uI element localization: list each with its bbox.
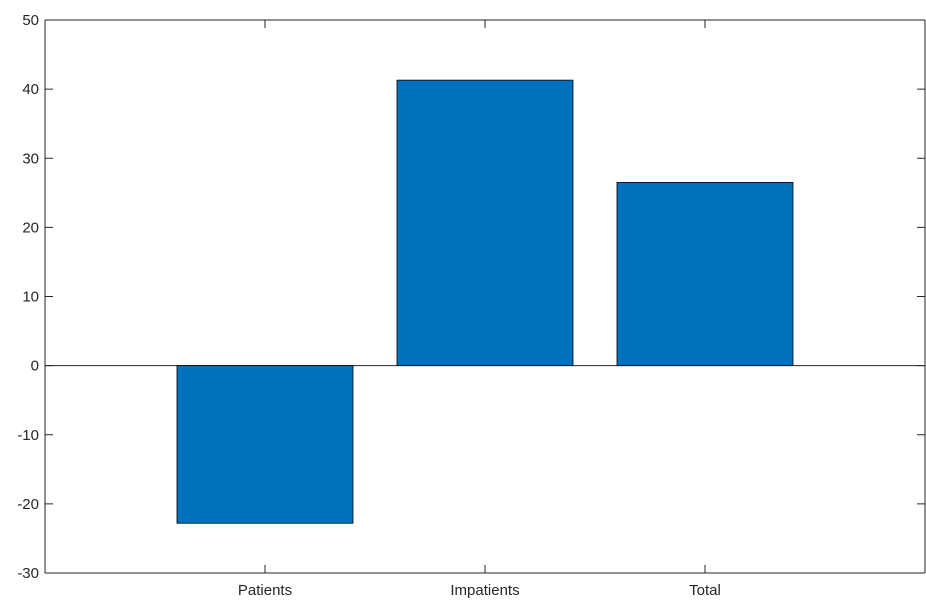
x-tick-label-total: Total xyxy=(689,582,721,599)
ticks-group: -30 -20 -10 0 10 20 30 40 50 Patients Impatients To… xyxy=(17,12,925,599)
y-tick-label: -10 xyxy=(17,427,39,444)
y-tick-label: 0 xyxy=(31,358,39,375)
y-tick-label: -20 xyxy=(17,496,39,513)
bar-impatients xyxy=(396,79,574,367)
bar-patients xyxy=(176,365,354,524)
y-tick-label: 30 xyxy=(22,150,39,167)
y-tick-label: 40 xyxy=(22,81,39,98)
y-tick-label: 10 xyxy=(22,289,39,306)
bar-total xyxy=(616,182,794,367)
y-tick-label: 50 xyxy=(22,12,39,29)
x-tick-label-patients: Patients xyxy=(238,582,292,599)
y-tick-label: -30 xyxy=(17,565,39,582)
bars-group xyxy=(176,79,794,524)
y-tick-label: 20 xyxy=(22,219,39,236)
x-tick-label-impatients: Impatients xyxy=(450,582,519,599)
